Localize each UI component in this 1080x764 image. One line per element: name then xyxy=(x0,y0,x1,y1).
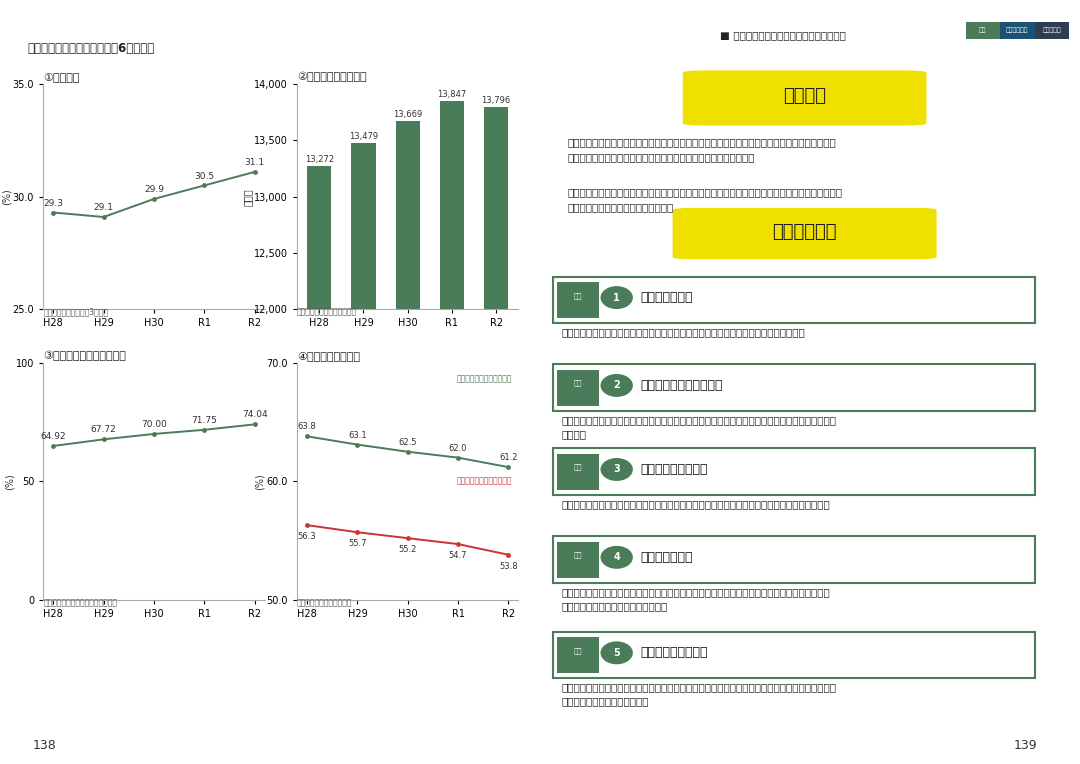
Text: ■ 政策４　「ともに生きる社会」をつくる: ■ 政策４ 「ともに生きる社会」をつくる xyxy=(720,31,846,40)
Text: 138: 138 xyxy=(32,739,56,752)
Text: 55.7: 55.7 xyxy=(348,539,366,548)
Text: 未来予測: 未来予測 xyxy=(783,87,826,105)
Text: 高齢化率の上昇傾向が続くことが予想されることから、高齢者が住み慣れた地域の中で安心し
て暮らすことができるよう長期的に対処していく必要があります。: 高齢化率の上昇傾向が続くことが予想されることから、高齢者が住み慣れた地域の中で安… xyxy=(567,138,836,162)
Bar xyxy=(307,166,332,764)
Text: また、担い手の減少により町内会・自治会活動の縮小が予想されることから、その動向を注視し
適切に対処していく必要があります。: また、担い手の減少により町内会・自治会活動の縮小が予想されることから、その動向を… xyxy=(567,187,842,212)
Text: 29.3: 29.3 xyxy=(43,199,64,208)
Text: 多文化共生: 多文化共生 xyxy=(1042,28,1062,34)
Text: 5: 5 xyxy=(613,648,620,658)
Text: 64.92: 64.92 xyxy=(40,432,66,441)
Text: 54.7: 54.7 xyxy=(449,551,468,560)
Text: 国勢調査推計世帯数ベース: 国勢調査推計世帯数ベース xyxy=(456,374,512,384)
Text: 61.2: 61.2 xyxy=(499,453,517,462)
Text: コミュニティの振興: コミュニティの振興 xyxy=(640,646,708,659)
Text: 地域住民が相互に協力し、安全安心で個性豊かな住み良い地域づくりが進められるよう、「コミ
ュニティの振興」を図ります。: 地域住民が相互に協力し、安全安心で個性豊かな住み良い地域づくりが進められるよう、… xyxy=(562,682,837,706)
Text: 全ての市民が安心して自立した生活を送れるよう、「地域福祉の充実」を図ります。: 全ての市民が安心して自立した生活を送れるよう、「地域福祉の充実」を図ります。 xyxy=(562,327,806,337)
Text: 高齢者や障がい者が安定した生活を送れるとともに、生活困窮世帯が自立した生活を送れるよ
う、「生活保障の充実」を図ります。: 高齢者や障がい者が安定した生活を送れるとともに、生活困窮世帯が自立した生活を送れ… xyxy=(562,587,831,610)
Bar xyxy=(440,102,464,764)
Text: 67.72: 67.72 xyxy=(91,426,117,435)
Text: 63.8: 63.8 xyxy=(298,422,316,432)
Text: 53.8: 53.8 xyxy=(499,562,517,571)
Text: 障がい者支援の充実: 障がい者支援の充実 xyxy=(640,463,708,476)
Text: 13,479: 13,479 xyxy=(349,131,378,141)
Text: 施策: 施策 xyxy=(575,552,582,558)
Text: 31.1: 31.1 xyxy=(244,158,265,167)
Text: 介護・高齢者支援の充実: 介護・高齢者支援の充実 xyxy=(640,379,723,392)
Y-axis label: (%): (%) xyxy=(1,189,11,205)
Text: 4: 4 xyxy=(613,552,620,562)
Text: 13,669: 13,669 xyxy=(393,110,422,119)
Text: 62.5: 62.5 xyxy=(399,438,417,447)
Text: 住民基本台帳世帯数ベース: 住民基本台帳世帯数ベース xyxy=(456,477,512,486)
Text: 29.9: 29.9 xyxy=(144,185,164,194)
Bar xyxy=(351,143,376,764)
Text: 2: 2 xyxy=(613,380,620,390)
Bar xyxy=(484,107,509,764)
Y-axis label: (%): (%) xyxy=(4,473,14,490)
Text: 生活保障の充実: 生活保障の充実 xyxy=(640,551,693,564)
FancyBboxPatch shape xyxy=(673,208,936,259)
Text: 地域が一体となって推進する6つの政策: 地域が一体となって推進する6つの政策 xyxy=(27,42,154,55)
Text: 施策: 施策 xyxy=(575,380,582,387)
Text: 地域が一体となって推進する
６つの政策: 地域が一体となって推進する ６つの政策 xyxy=(2,557,17,612)
Text: 13,796: 13,796 xyxy=(482,96,511,105)
Text: 高齢者やその家族が住み慣れた地域で安心して暮らせるよう、「介護・高齢者支援の充実」を図
ります。: 高齢者やその家族が住み慣れた地域で安心して暮らせるよう、「介護・高齢者支援の充実… xyxy=(562,415,837,439)
Text: ③国民年金保険料の納付率: ③国民年金保険料の納付率 xyxy=(43,351,126,361)
Text: 30.5: 30.5 xyxy=(194,171,214,180)
Text: 施策: 施策 xyxy=(575,464,582,471)
Y-axis label: (%): (%) xyxy=(255,473,265,490)
Text: 55.2: 55.2 xyxy=(399,545,417,554)
Bar xyxy=(395,121,420,764)
Y-axis label: （人）: （人） xyxy=(243,188,253,206)
Text: コミュニティ: コミュニティ xyxy=(1007,28,1028,34)
Text: 13,272: 13,272 xyxy=(305,155,334,164)
Text: 第５章: 第５章 xyxy=(5,413,14,427)
Text: 71.75: 71.75 xyxy=(191,416,217,425)
FancyBboxPatch shape xyxy=(683,70,927,125)
Text: 62.0: 62.0 xyxy=(449,444,468,453)
Text: 資料：日本年金機構（各年度集計）: 資料：日本年金機構（各年度集計） xyxy=(43,598,118,607)
Text: 資料：八戸市（各年度集計）: 資料：八戸市（各年度集計） xyxy=(297,308,357,317)
Text: 74.04: 74.04 xyxy=(242,410,268,419)
Text: 56.3: 56.3 xyxy=(298,532,316,541)
Text: ②障害者手帳所持者数: ②障害者手帳所持者数 xyxy=(297,72,366,82)
Text: 地域が一体となって推進する
６つの政策: 地域が一体となって推進する ６つの政策 xyxy=(1063,557,1078,612)
Text: 1: 1 xyxy=(613,293,620,303)
Text: 資料：八戸市（各年集計）: 資料：八戸市（各年集計） xyxy=(297,598,352,607)
Text: 29.1: 29.1 xyxy=(94,203,113,212)
Text: 70.00: 70.00 xyxy=(141,420,166,429)
Text: 139: 139 xyxy=(1013,739,1037,752)
Text: 施策: 施策 xyxy=(575,292,582,299)
Text: 3: 3 xyxy=(613,465,620,474)
Text: 地域福祉の充実: 地域福祉の充実 xyxy=(640,291,693,304)
Text: 施策: 施策 xyxy=(575,647,582,654)
Text: ④町内会加入世帯率: ④町内会加入世帯率 xyxy=(297,351,360,361)
Text: 63.1: 63.1 xyxy=(348,431,367,439)
Text: 障がい者が身近な地域で自らの望む生活を送れるよう、「障がい者支援の充実」を図ります。: 障がい者が身近な地域で自らの望む生活を送れるよう、「障がい者支援の充実」を図りま… xyxy=(562,499,831,509)
Text: 第５章: 第５章 xyxy=(1066,413,1075,427)
Text: 資料：八戸市（各年度3月末）: 資料：八戸市（各年度3月末） xyxy=(43,308,108,317)
Text: 展開する施策: 展開する施策 xyxy=(772,223,837,241)
Text: ①高齢化率: ①高齢化率 xyxy=(43,72,80,82)
Text: 福祉: 福祉 xyxy=(980,28,986,34)
Text: 13,847: 13,847 xyxy=(437,90,467,99)
